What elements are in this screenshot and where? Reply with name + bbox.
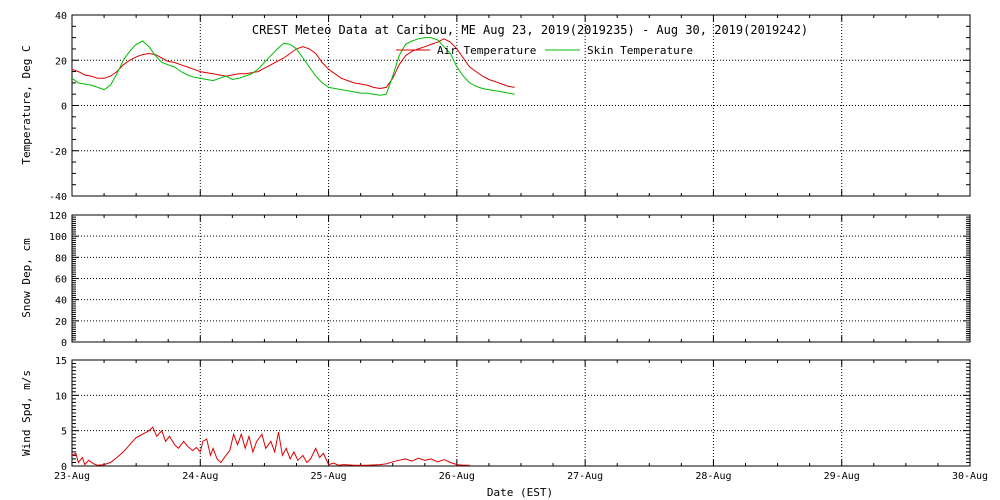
plot-frame xyxy=(71,359,971,467)
y-tick-label: 15 xyxy=(55,356,67,367)
y-tick-label: 40 xyxy=(55,296,67,307)
y-tick-label: 20 xyxy=(55,56,67,67)
y-tick-label: 20 xyxy=(55,317,67,328)
series-line-0 xyxy=(71,426,470,466)
plot-frame xyxy=(71,14,971,197)
y-tick-label: 0 xyxy=(61,462,67,473)
y-tick-label: 60 xyxy=(55,275,67,286)
y-axis-label: Snow Dep, cm xyxy=(20,238,33,318)
y-tick-label: 80 xyxy=(55,253,67,264)
x-tick-label: 25-Aug xyxy=(311,471,347,482)
x-tick-label: 26-Aug xyxy=(439,471,475,482)
air-temperature-line xyxy=(71,38,515,90)
x-tick-label: 23-Aug xyxy=(54,471,90,482)
plot-frame xyxy=(71,214,971,343)
legend: Air Temperature Skin Temperature xyxy=(396,44,693,57)
x-tick-label: 28-Aug xyxy=(695,471,731,482)
y-tick-label: 40 xyxy=(55,11,67,22)
x-axis-label: Date (EST) xyxy=(487,486,553,499)
y-tick-label: 100 xyxy=(49,232,67,243)
panel-1: 0 20 40 60 80 100 120 Snow Dep, cm xyxy=(20,211,971,349)
x-tick-label: 30-Aug xyxy=(952,471,988,482)
y-axis-label: Wind Spd, m/s xyxy=(20,370,33,456)
legend-skin-label: Skin Temperature xyxy=(587,44,693,57)
y-tick-label: 10 xyxy=(55,391,67,402)
y-tick-label: 120 xyxy=(49,211,67,222)
y-tick-label: 5 xyxy=(61,427,67,438)
panel-2: 0 5 10 15 Wind Spd, m/s 23-Aug 24-Aug 25-Aug 26-… xyxy=(20,356,988,482)
y-tick-label: 0 xyxy=(61,102,67,113)
legend-air-label: Air Temperature xyxy=(437,44,536,57)
y-axis-label: Temperature, Deg C xyxy=(20,45,33,164)
y-tick-label: 0 xyxy=(61,338,67,349)
skin-temperature-line xyxy=(71,37,515,96)
y-tick-label: -40 xyxy=(49,192,67,203)
y-tick-label: -20 xyxy=(49,147,67,158)
chart-title: CREST Meteo Data at Caribou, ME Aug 23, … xyxy=(252,23,808,37)
x-tick-label: 27-Aug xyxy=(567,471,603,482)
x-tick-label: 29-Aug xyxy=(824,471,860,482)
x-tick-label: 24-Aug xyxy=(182,471,218,482)
panel-0: -40 -20 0 20 40 Temperature, Deg C xyxy=(20,11,971,203)
